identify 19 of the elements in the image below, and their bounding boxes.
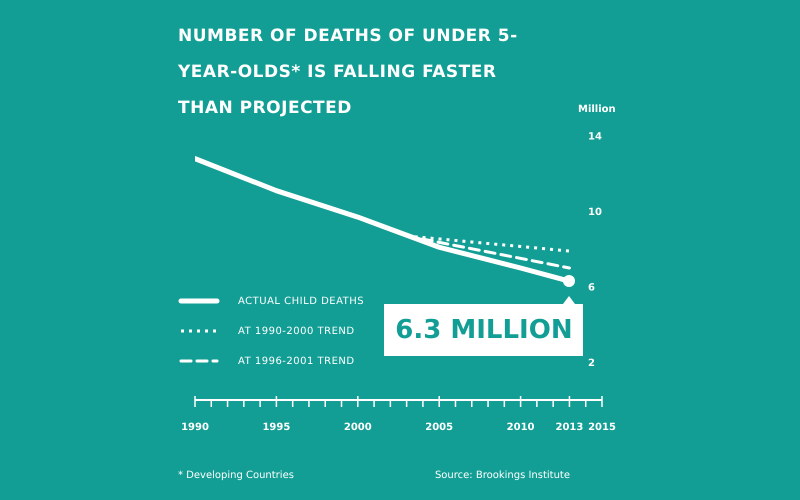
x-tick-label: 2000 [344, 422, 372, 433]
y-tick-label: 10 [588, 206, 602, 218]
legend-label: AT 1996-2001 TREND [238, 356, 355, 366]
y-tick-label: 6 [588, 282, 595, 294]
source-note: Source: Brookings Institute [434, 470, 570, 481]
x-tick-label: 2010 [506, 422, 535, 433]
x-tick-label: 2015 [588, 422, 616, 433]
y-axis-title: Million [578, 104, 616, 115]
chart-title: NUMBER OF DEATHS OF UNDER 5-YEAR-OLDS* IS FALLING FASTER THAN PROJECTED [178, 25, 519, 120]
legend-label: AT 1990-2000 TREND [238, 326, 355, 336]
legend-label: ACTUAL CHILD DEATHS [238, 296, 364, 306]
x-tick-label: 2013 [556, 422, 584, 433]
y-tick-label: 14 [588, 132, 602, 143]
annotation: 6.3 MILLION [384, 304, 584, 356]
x-tick-label: 1990 [181, 422, 209, 433]
y-tick-label: 2 [588, 358, 595, 369]
x-tick-label: 1995 [262, 422, 290, 433]
text: * Developing Countries [178, 470, 294, 481]
x-tick-label: 2005 [425, 422, 454, 433]
